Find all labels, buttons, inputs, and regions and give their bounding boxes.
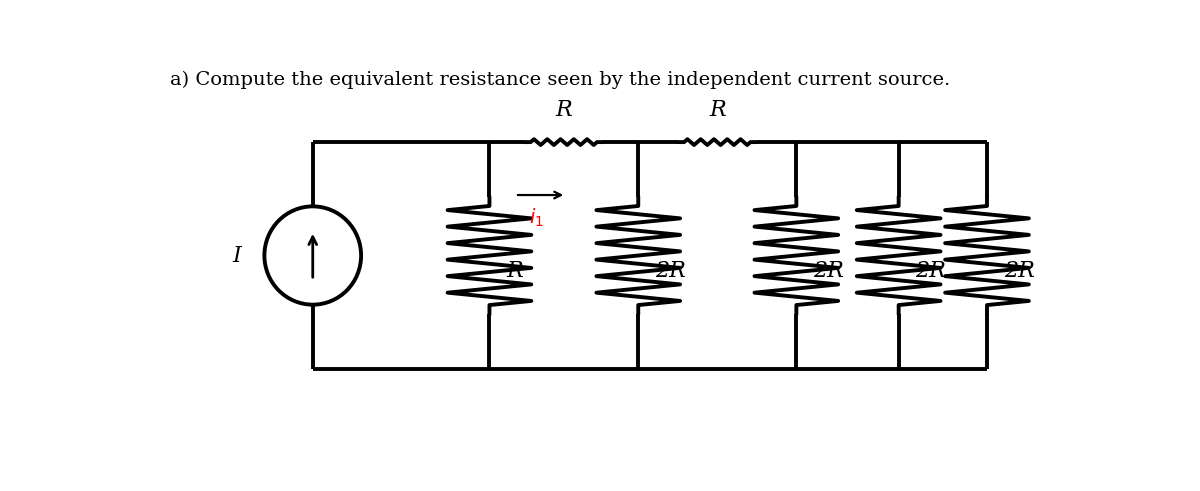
Text: R: R	[506, 260, 523, 282]
Text: 2R: 2R	[655, 260, 686, 282]
Text: $i_1$: $i_1$	[528, 206, 544, 229]
Text: I: I	[233, 245, 241, 267]
Text: R: R	[709, 99, 726, 121]
Text: 2R: 2R	[814, 260, 844, 282]
Text: a) Compute the equivalent resistance seen by the independent current source.: a) Compute the equivalent resistance see…	[170, 70, 950, 88]
Text: R: R	[556, 99, 572, 121]
Text: 2R: 2R	[1003, 260, 1034, 282]
Text: 2R: 2R	[916, 260, 947, 282]
